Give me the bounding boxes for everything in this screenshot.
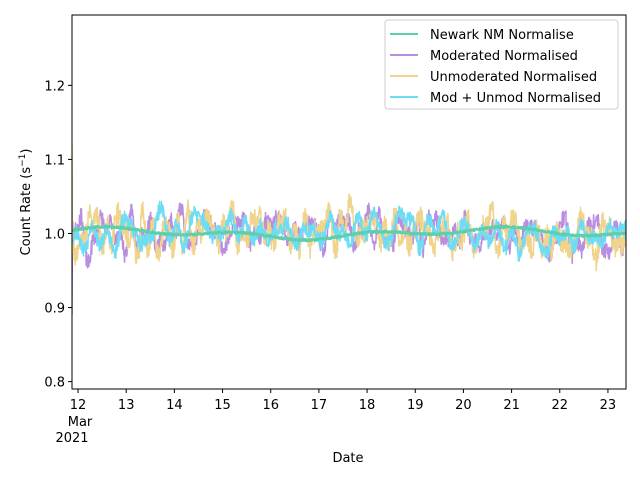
y-tick-label: 1.1 — [44, 153, 65, 168]
x-tick-label: 16 — [262, 398, 279, 413]
x-axis-label: Date — [332, 451, 363, 466]
y-axis: 0.8 0.9 1.0 1.1 1.2 — [44, 79, 72, 391]
x-tick-label: 22 — [551, 398, 568, 413]
series-layer — [72, 144, 626, 315]
x-tick-label: 21 — [503, 398, 520, 413]
x-tick-label: 19 — [407, 398, 424, 413]
series-line-3 — [72, 144, 626, 272]
y-tick-label: 1.0 — [44, 227, 65, 242]
x-tick-label: 23 — [600, 398, 617, 413]
y-tick-label: 0.9 — [44, 302, 65, 317]
x-axis: 12 13 14 15 16 17 18 19 20 21 22 23 — [70, 389, 616, 413]
legend-label: Newark NM Normalise — [430, 28, 574, 43]
legend-label: Unmoderated Normalised — [430, 70, 597, 85]
legend-box — [384, 19, 619, 110]
x-tick-label: 12 — [70, 398, 87, 413]
x-tick-label: 20 — [455, 398, 472, 413]
x-year-label: 2021 — [55, 431, 88, 446]
y-axis-label: Count Rate (s−1) — [18, 149, 34, 256]
x-tick-label: 18 — [359, 398, 376, 413]
y-tick-label: 0.8 — [44, 376, 65, 391]
legend-label: Mod + Unmod Normalised — [430, 91, 601, 106]
x-tick-label: 14 — [166, 398, 183, 413]
x-tick-label: 17 — [311, 398, 328, 413]
y-tick-label: 1.2 — [44, 79, 65, 94]
x-month-label: Mar — [68, 415, 93, 430]
legend: Newark NM Normalise Moderated Normalised U… — [384, 19, 619, 110]
series-line-1 — [72, 224, 626, 243]
legend-label: Moderated Normalised — [430, 49, 578, 64]
y-axis-label-exponent: −1 — [18, 154, 28, 167]
plot-frame — [71, 14, 627, 390]
x-tick-label: 13 — [118, 398, 135, 413]
x-tick-label: 15 — [214, 398, 231, 413]
